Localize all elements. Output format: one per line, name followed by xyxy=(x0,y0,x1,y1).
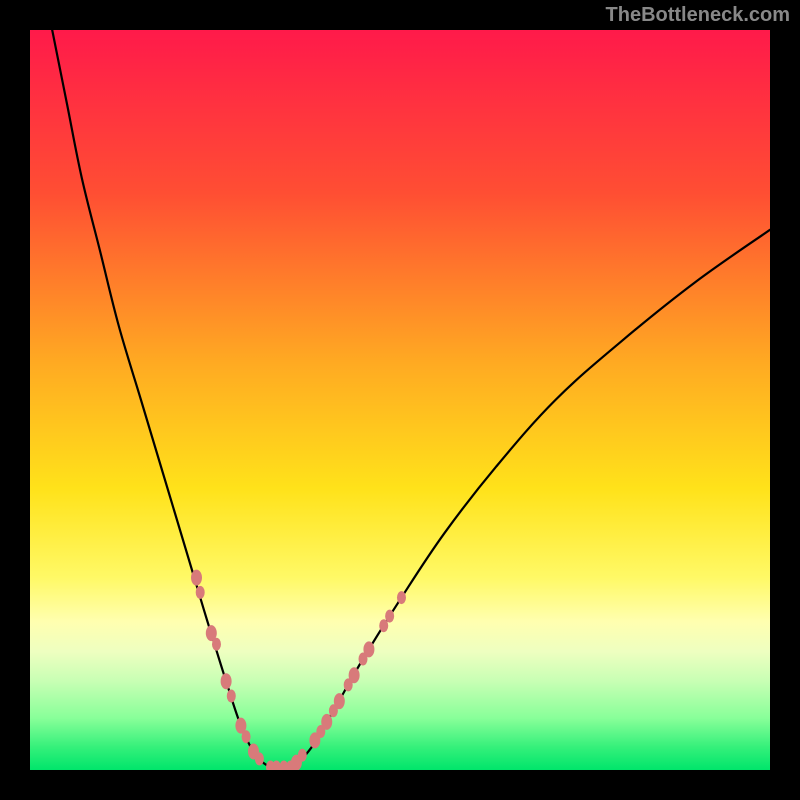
plot-area xyxy=(30,30,770,770)
curve-marker xyxy=(255,752,264,765)
curve-marker xyxy=(242,730,251,743)
curve-right xyxy=(293,230,770,768)
curve-marker xyxy=(221,673,232,689)
chart-container: TheBottleneck.com xyxy=(0,0,800,800)
curve-marker xyxy=(385,610,394,623)
curve-marker xyxy=(196,586,205,599)
curve-marker xyxy=(212,638,221,651)
curve-marker xyxy=(321,714,332,730)
curve-marker xyxy=(397,591,406,604)
curve-layer xyxy=(30,30,770,770)
curve-marker xyxy=(227,690,236,703)
curve-marker xyxy=(349,667,360,683)
curve-marker xyxy=(363,641,374,657)
watermark-text: TheBottleneck.com xyxy=(606,4,790,27)
curve-marker xyxy=(298,749,307,762)
curve-marker xyxy=(191,570,202,586)
curve-left xyxy=(52,30,270,768)
curve-marker xyxy=(334,693,345,709)
